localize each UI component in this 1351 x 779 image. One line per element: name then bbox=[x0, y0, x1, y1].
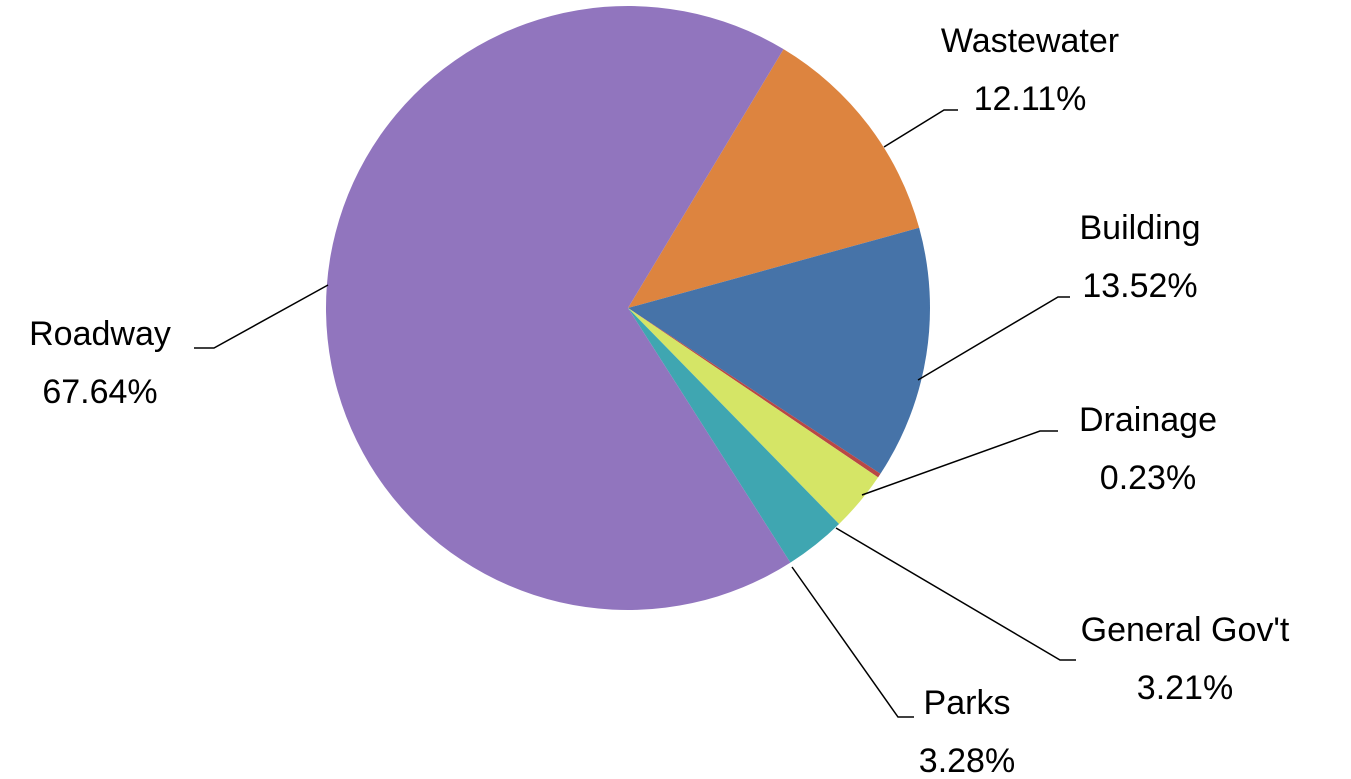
slice-percent-general-gov-t: 3.21% bbox=[1137, 669, 1233, 707]
data-labels: Wastewater 12.11% Building 13.52% Drainage 0.… bbox=[29, 22, 1290, 779]
slice-percent-drainage: 0.23% bbox=[1100, 459, 1196, 497]
pie-slice-roadway bbox=[325, 6, 791, 611]
pie-slice-building bbox=[628, 227, 931, 474]
slice-label-roadway: Roadway bbox=[29, 315, 171, 353]
pie-slices bbox=[325, 6, 931, 611]
leader-line-wastewater bbox=[883, 109, 958, 148]
leader-line-parks bbox=[791, 566, 914, 718]
leader-line-drainage bbox=[861, 430, 1058, 496]
leader-line-roadway bbox=[194, 284, 329, 349]
pie-slice-drainage bbox=[628, 308, 881, 478]
slice-label-drainage: Drainage bbox=[1079, 401, 1217, 439]
slice-percent-wastewater: 12.11% bbox=[974, 80, 1087, 118]
pie-slice-wastewater bbox=[628, 49, 920, 308]
slice-percent-parks: 3.28% bbox=[919, 742, 1015, 779]
slice-label-building: Building bbox=[1080, 209, 1201, 247]
pie-slice-parks bbox=[628, 308, 840, 563]
slice-percent-roadway: 67.64% bbox=[42, 373, 157, 411]
slice-label-general-gov-t: General Gov't bbox=[1081, 611, 1290, 649]
leader-lines bbox=[194, 109, 1076, 718]
slice-percent-building: 13.52% bbox=[1082, 267, 1197, 305]
leader-line-general-gov-t bbox=[835, 527, 1076, 661]
pie-slice-general-gov-t bbox=[628, 308, 879, 524]
slice-label-parks: Parks bbox=[924, 684, 1011, 722]
leader-line-building bbox=[917, 296, 1070, 381]
slice-label-wastewater: Wastewater bbox=[941, 22, 1119, 60]
